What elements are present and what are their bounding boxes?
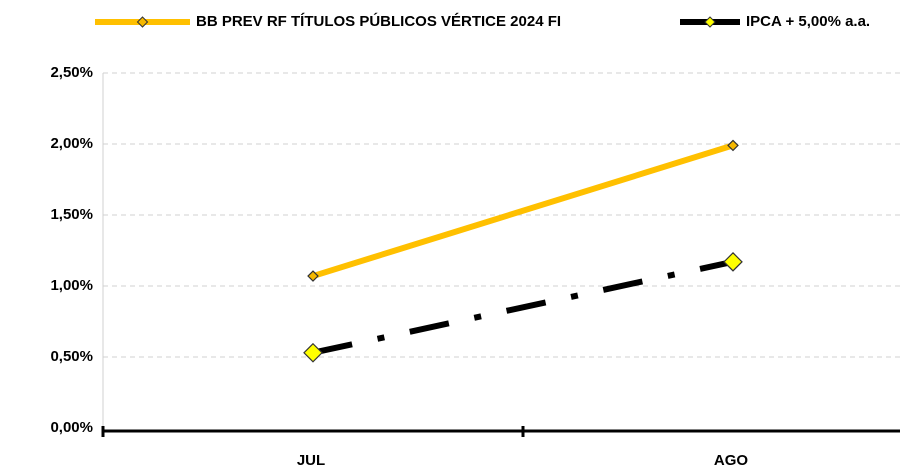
y-tick-label: 1,00% (50, 277, 93, 294)
point-marker (727, 139, 739, 152)
y-tick-label: 0,50% (50, 348, 93, 365)
legend-label: IPCA + 5,00% a.a. (746, 13, 870, 30)
point-marker (723, 252, 743, 272)
legend-label: BB PREV RF TÍTULOS PÚBLICOS VÉRTICE 2024… (196, 12, 561, 30)
y-tick-label: 2,00% (50, 135, 93, 152)
series-line (312, 142, 734, 279)
point-marker (307, 270, 319, 282)
legend-marker (704, 16, 716, 28)
x-tick-label: JUL (297, 452, 325, 469)
point-marker (303, 342, 323, 363)
y-tick-label: 2,50% (50, 64, 93, 81)
x-tick-label: AGO (714, 452, 749, 469)
series-line (312, 258, 734, 356)
legend-marker (136, 16, 149, 28)
y-tick-label: 1,50% (50, 206, 93, 223)
y-tick-label: 0,00% (50, 419, 93, 436)
